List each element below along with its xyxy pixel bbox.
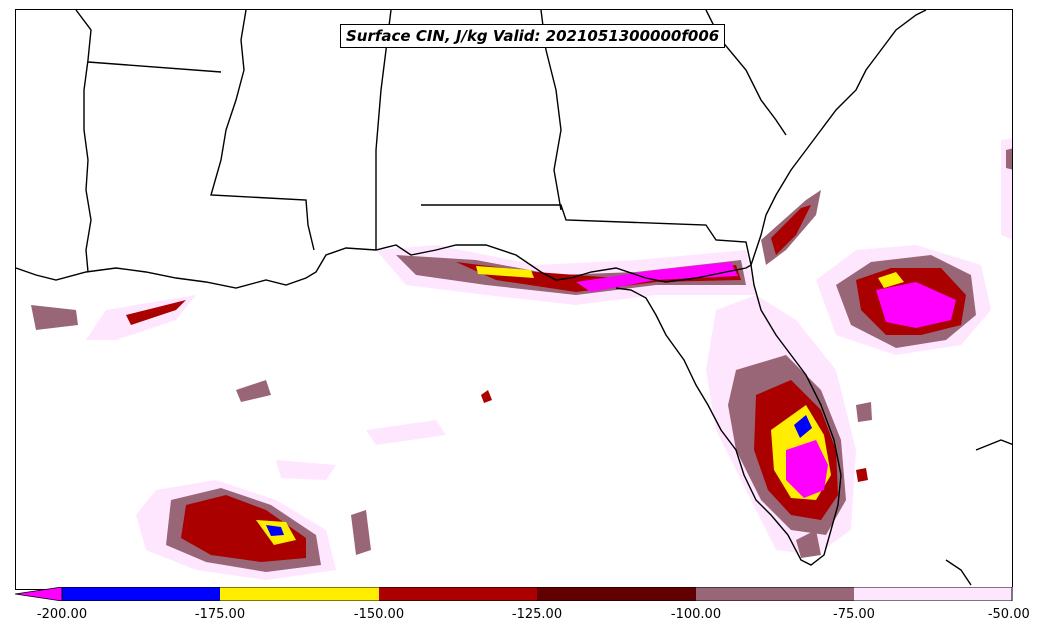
contour-atlantic-east-yellow [878,272,904,288]
contour-la-coast [31,305,78,330]
colorbar-tick-label: -200.00 [36,607,88,622]
colorbar [15,587,1013,601]
cin-map [16,10,1012,586]
contour-cell-8 [796,530,821,558]
coastline-louisiana [16,244,752,289]
contour-cell-7 [856,402,872,422]
border-mississippi-west [210,10,315,251]
colorbar-segment-4 [537,587,696,601]
colorbar-segment-6 [854,587,1013,601]
colorbar-extend-min [15,587,63,601]
contour-panhandle-yellow [476,266,534,278]
contour-cell-5 [351,510,371,555]
contour-panhandle-dark [456,262,741,292]
map-panel: Surface CIN, J/kg Valid: 2021051300000f0… [15,9,1013,590]
contour-sw-blue [266,525,284,536]
map-title: Surface CIN, J/kg Valid: 2021051300000f0… [340,24,726,48]
contour-east-edge-mid [1006,148,1012,170]
coastline-atlantic [750,10,927,266]
contour-cell-6 [856,468,868,482]
colorbar-tick-label: -75.00 [833,607,875,622]
colorbar-outline [61,587,1013,601]
contour-cell-2 [481,390,492,403]
cin-contours [31,138,1012,580]
colorbar-tick-label: -175.00 [194,607,246,622]
contour-cell-1 [236,380,271,402]
coastline-east-islands [975,439,1012,451]
contour-florida-blue [794,415,812,438]
colorbar-segment-2 [220,587,379,601]
colorbar-segment-1 [62,587,220,601]
contour-cell-4 [366,420,446,445]
border-arkansas-louisiana [87,61,222,73]
contour-la-coast2-dark [126,300,186,325]
border-florida-north [421,204,752,266]
contour-panhandle-magenta [576,262,738,292]
border-texas-louisiana [75,10,92,273]
colorbar-segment-3 [379,587,537,601]
colorbar-tick-label: -150.00 [353,607,405,622]
colorbar-tick-label: -100.00 [670,607,722,622]
colorbar-tick-label: -50.00 [987,607,1030,622]
colorbar-tick-label: -125.00 [511,607,563,622]
contour-atlantic-north-dark [771,205,811,255]
coastline-florida [615,264,842,566]
colorbar-segment-5 [696,587,854,601]
contour-florida-magenta [786,440,828,498]
contour-cell-3 [276,460,336,480]
contour-sw-dark [181,495,306,562]
contour-atlantic-east-magenta [876,282,956,328]
coastline-se-islands [945,559,972,586]
